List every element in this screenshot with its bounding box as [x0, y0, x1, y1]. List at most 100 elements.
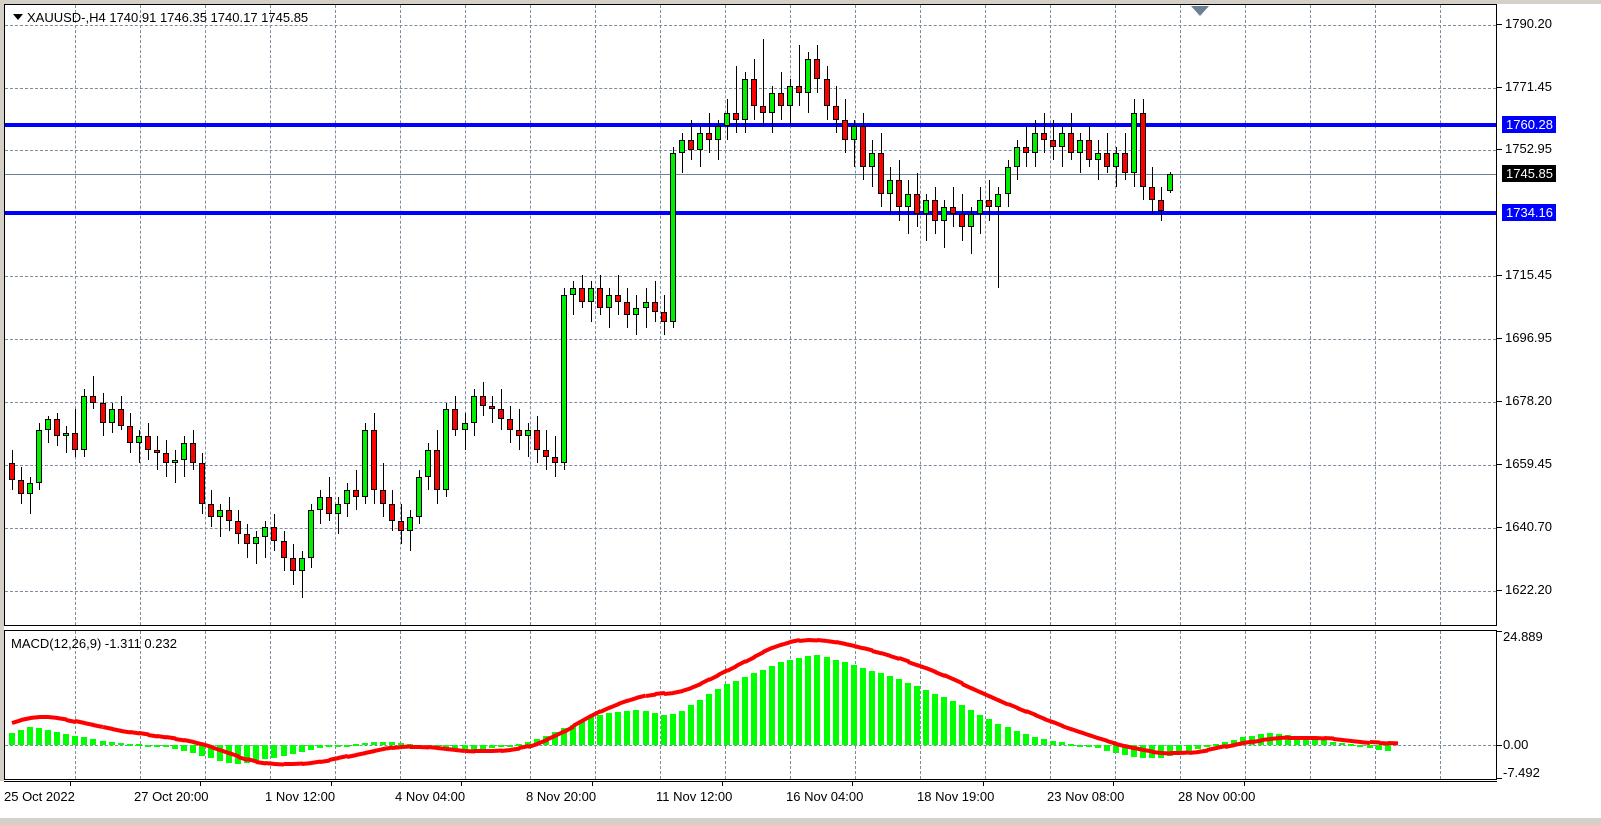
macd-histogram-bar	[262, 744, 268, 760]
price-gridline	[5, 24, 1496, 26]
time-axis[interactable]: 25 Oct 2022 27 Oct 20:00 1 Nov 12:00 4 Nov …	[0, 781, 1601, 825]
macd-vertical-gridline	[595, 631, 596, 779]
candle-body	[1167, 173, 1173, 191]
support-line[interactable]	[5, 211, 1496, 216]
macd-histogram-bar	[326, 744, 332, 748]
macd-histogram-bar	[181, 744, 187, 751]
candle-body	[172, 459, 178, 464]
price-gridline	[5, 528, 1496, 530]
candle-body	[715, 126, 721, 140]
price-gridline	[5, 338, 1496, 340]
level-price-badge[interactable]: 1734.16	[1502, 204, 1556, 221]
candle-body	[552, 456, 558, 464]
macd-vertical-gridline	[465, 631, 466, 779]
candle-body	[1140, 112, 1146, 187]
candle-body	[543, 449, 549, 457]
candle-wick	[636, 294, 637, 336]
price-gridline	[5, 276, 1496, 278]
candle-body	[742, 79, 748, 120]
candle-body	[842, 119, 848, 140]
macd-histogram-bar	[498, 744, 504, 747]
price-gridline	[5, 590, 1496, 592]
price-axis-label: 1771.45	[1505, 79, 1552, 94]
candle-body	[941, 207, 947, 221]
price-axis-tick	[1497, 149, 1502, 150]
price-chart-panel[interactable]: XAUUSD-,H4 1740.91 1746.35 1740.17 1745.…	[4, 4, 1497, 626]
candle-wick	[1062, 126, 1063, 167]
candle-body	[896, 180, 902, 208]
macd-histogram-bar	[1176, 744, 1182, 754]
macd-vertical-gridline	[660, 631, 661, 779]
macd-histogram-bar	[697, 699, 703, 745]
macd-histogram-bar	[1222, 742, 1228, 745]
price-gridline	[5, 150, 1496, 152]
time-axis-label: 18 Nov 19:00	[917, 789, 995, 804]
resistance-line[interactable]	[5, 123, 1496, 128]
candle-body	[136, 436, 142, 444]
current-price-line[interactable]	[5, 173, 1496, 175]
candle-body	[45, 419, 51, 430]
candle-body	[833, 106, 839, 120]
price-axis-tick	[1497, 527, 1502, 528]
macd-vertical-gridline	[400, 631, 401, 779]
time-axis-label: 25 Oct 2022	[4, 789, 75, 804]
time-axis-label: 23 Nov 08:00	[1047, 789, 1125, 804]
price-vertical-gridline	[985, 5, 986, 625]
macd-signal-line-segment	[39, 715, 50, 720]
macd-histogram-bar	[1095, 744, 1101, 749]
price-axis[interactable]: 1790.20 1771.45 1752.95 1715.45 1696.95 1678.…	[1497, 4, 1601, 626]
macd-axis-tick	[1497, 745, 1502, 746]
macd-vertical-gridline	[1050, 631, 1051, 779]
candle-body	[588, 288, 594, 302]
candle-body	[1149, 186, 1155, 201]
current-price-badge[interactable]: 1745.85	[1502, 165, 1556, 182]
macd-histogram-bar	[1059, 742, 1065, 745]
macd-histogram-bar	[896, 678, 902, 745]
price-vertical-gridline	[1180, 5, 1181, 625]
candle-wick	[265, 520, 266, 558]
triangle-down-icon[interactable]	[13, 14, 23, 20]
candle-body	[751, 79, 757, 107]
macd-signal-line-segment	[1306, 735, 1317, 740]
macd-histogram-bar	[281, 744, 287, 756]
price-axis-tick	[1497, 464, 1502, 465]
macd-histogram-bar	[941, 697, 947, 745]
candle-body	[1032, 133, 1038, 154]
candle-body	[1050, 139, 1056, 147]
candle-body	[118, 409, 124, 427]
candle-wick	[30, 476, 31, 514]
price-axis-tick	[1497, 401, 1502, 402]
macd-histogram-bar	[1348, 744, 1354, 747]
macd-axis-tick	[1497, 778, 1502, 779]
triangle-down-marker-icon[interactable]	[1191, 6, 1209, 16]
macd-histogram-bar	[742, 677, 748, 745]
candle-body	[27, 483, 33, 494]
macd-indicator-panel[interactable]: MACD(12,26,9) -1.311 0.232	[4, 630, 1497, 780]
candle-body	[878, 153, 884, 194]
time-axis-tick	[461, 781, 462, 786]
macd-histogram-bar	[154, 744, 160, 747]
macd-histogram-bar	[715, 688, 721, 745]
price-vertical-gridline	[855, 5, 856, 625]
candle-wick	[1107, 133, 1108, 174]
time-axis-tick	[1113, 781, 1114, 786]
candle-body	[661, 311, 667, 322]
price-gridline	[5, 401, 1496, 403]
window-left-rail	[0, 0, 4, 781]
price-vertical-gridline	[400, 5, 401, 625]
level-price-badge[interactable]: 1760.28	[1502, 116, 1556, 133]
macd-histogram-bar	[380, 742, 386, 745]
candle-wick	[66, 426, 67, 454]
candle-body	[534, 429, 540, 450]
candle-wick	[953, 186, 954, 228]
macd-histogram-bar	[1113, 744, 1119, 753]
candle-body	[335, 503, 341, 514]
price-vertical-gridline	[1245, 5, 1246, 625]
macd-vertical-gridline	[205, 631, 206, 779]
macd-axis-label: 0.00	[1503, 737, 1529, 752]
macd-histogram-bar	[371, 742, 377, 745]
candle-body	[72, 432, 78, 450]
macd-axis[interactable]: 24.889 0.00 -7.492	[1497, 630, 1601, 780]
candle-wick	[528, 422, 529, 457]
